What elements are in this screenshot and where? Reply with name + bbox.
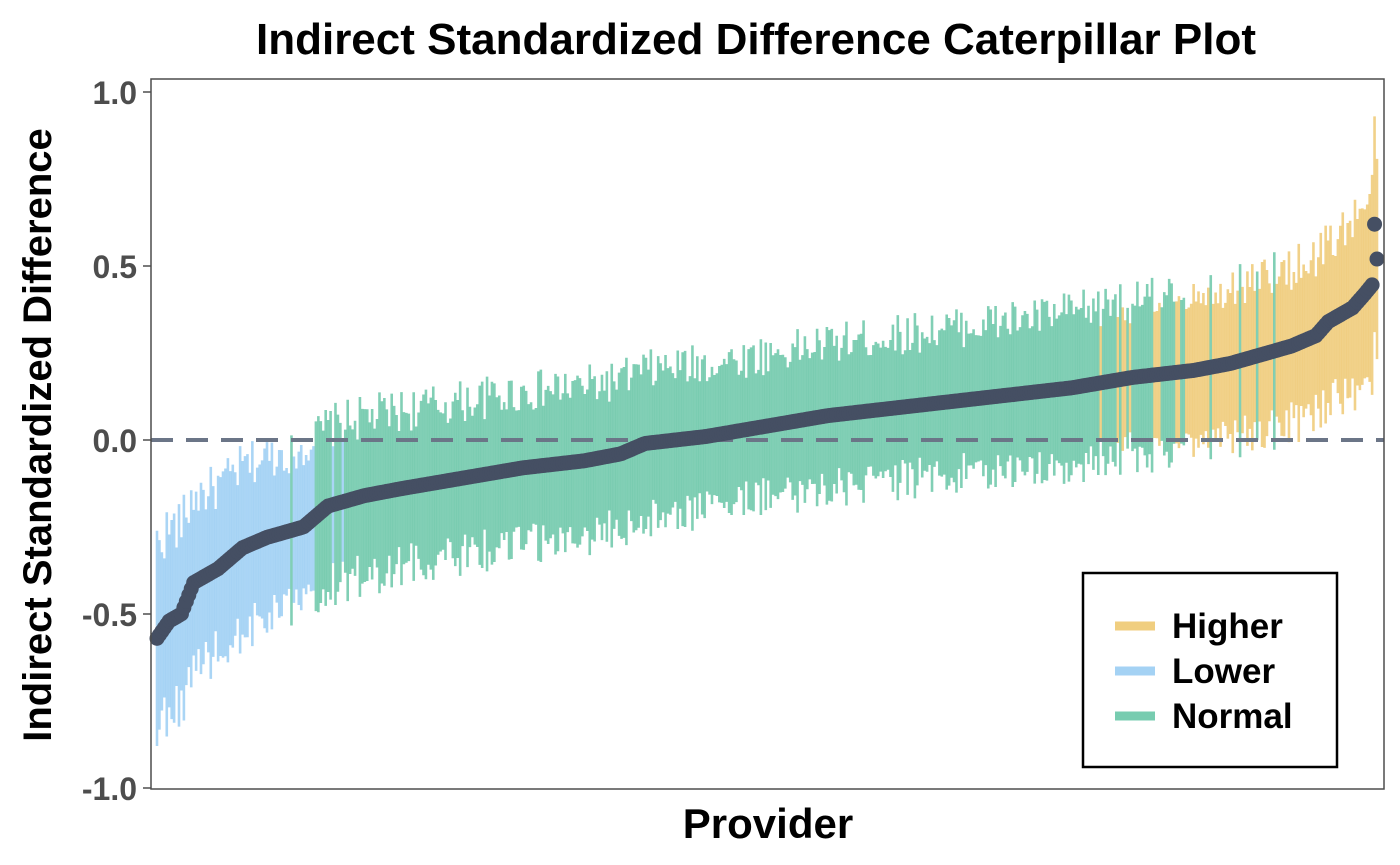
legend: Higher Lower Normal	[1081, 571, 1339, 769]
estimate-points	[149, 216, 1385, 646]
estimate-point	[1367, 216, 1383, 232]
x-axis-label: Provider	[683, 800, 853, 847]
estimate-point	[1369, 251, 1385, 267]
y-tick-label: 1.0	[93, 75, 137, 111]
y-tick-label: 0.0	[93, 423, 137, 459]
y-axis-label: Indirect Standardized Difference	[16, 128, 60, 741]
chart-title: Indirect Standardized Difference Caterpi…	[256, 15, 1256, 64]
y-tick-label: 0.5	[93, 249, 137, 285]
y-tick-label: -1.0	[82, 771, 137, 807]
y-axis: 1.0 0.5 0.0 -0.5 -1.0	[82, 75, 151, 807]
plot-frame	[150, 78, 1385, 790]
estimate-point	[1364, 277, 1380, 293]
y-tick-label: -0.5	[82, 597, 137, 633]
interval-bars	[155, 116, 1379, 746]
legend-label-normal: Normal	[1172, 697, 1293, 736]
legend-label-higher: Higher	[1172, 607, 1283, 646]
legend-label-lower: Lower	[1172, 652, 1275, 691]
